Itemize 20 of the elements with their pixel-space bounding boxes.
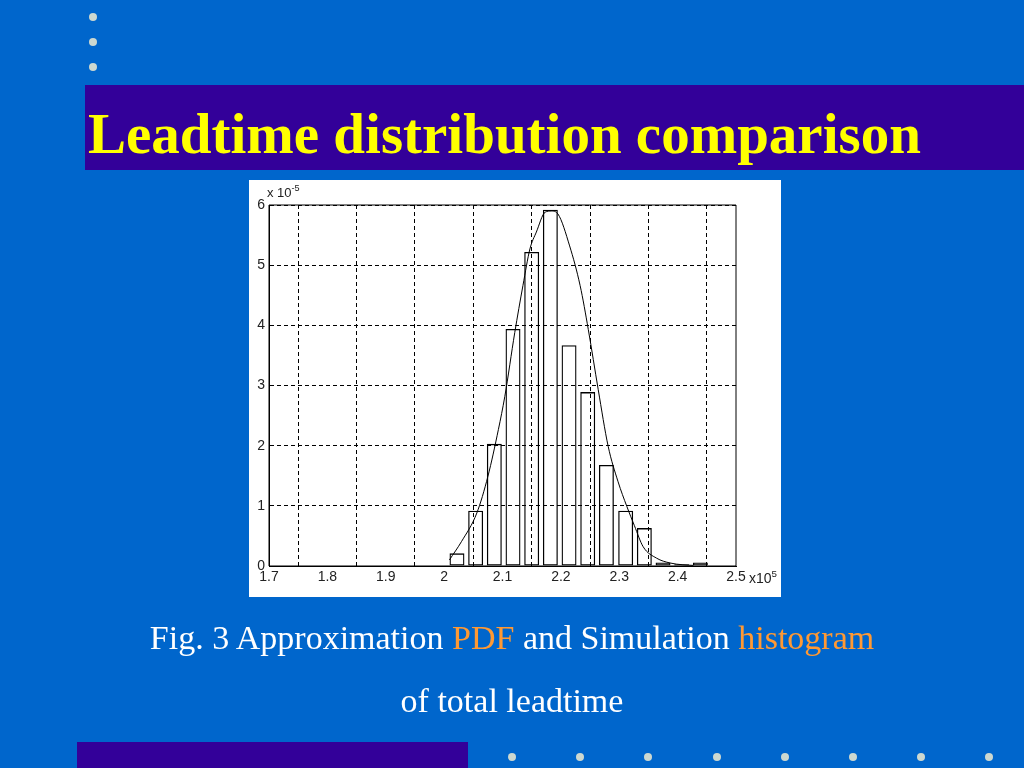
y-tick-label: 5 [257, 256, 266, 273]
chart-title: Leadtime distribution comparison [88, 102, 921, 166]
x-tick-label: 2.5 [726, 568, 746, 585]
caption: Fig. 3 Approximation [149, 619, 444, 656]
text: PDF [452, 619, 515, 656]
text: histogram [738, 619, 875, 656]
y-tick-label: 3 [257, 376, 266, 393]
y-tick-label: 2 [257, 436, 266, 453]
y-tick-label: 6 [257, 195, 266, 212]
text: and Simulation [522, 619, 730, 656]
text: of total leadtime [400, 682, 624, 719]
x-tick-label: 2.3 [609, 568, 630, 585]
x-tick-label: 1.9 [376, 568, 396, 585]
x-tick-label: 1.8 [317, 568, 338, 585]
x-tick-label: 2.2 [551, 568, 571, 585]
y-tick-label: 1 [257, 496, 266, 513]
x-tick-label: 2 [440, 568, 449, 585]
x-tick-label: 2.1 [492, 568, 513, 585]
x-tick-label: 2.4 [667, 568, 688, 585]
y-tick-label: 4 [257, 316, 266, 333]
